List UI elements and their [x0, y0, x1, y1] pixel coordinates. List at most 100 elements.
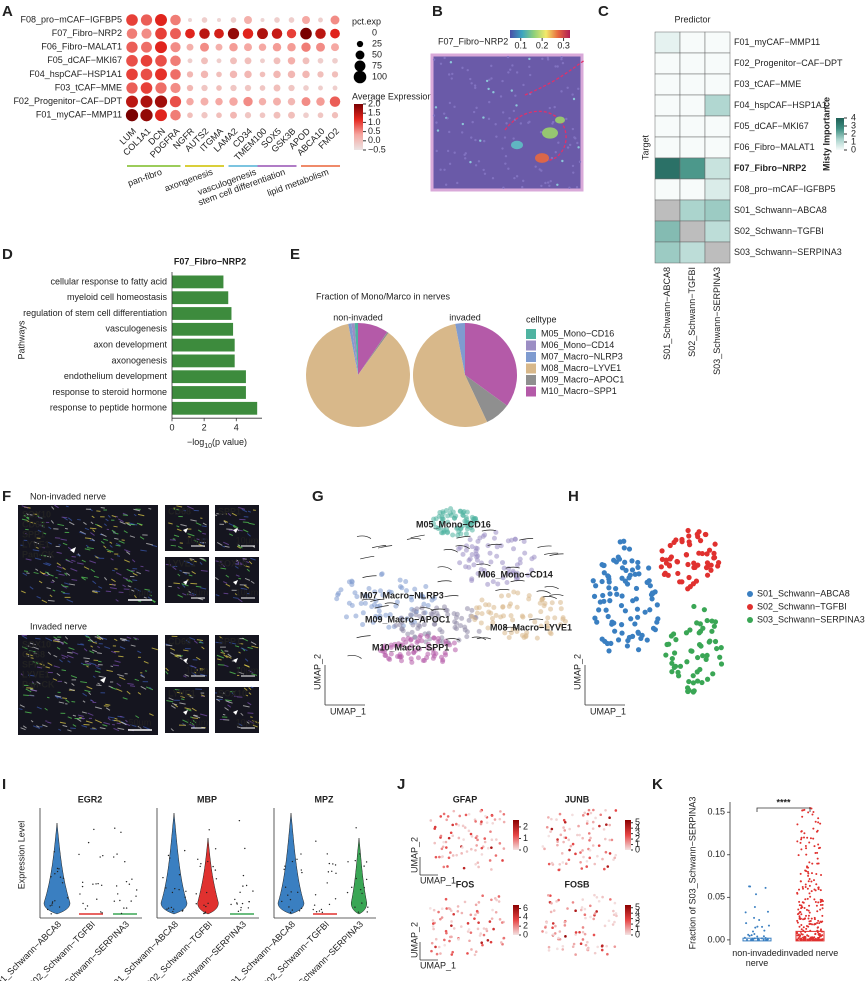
stain	[105, 703, 111, 706]
axis-title-part: (p value)	[212, 438, 247, 448]
stain	[165, 667, 169, 672]
stain	[46, 587, 51, 590]
cell	[532, 619, 538, 625]
point	[808, 904, 811, 907]
stain	[84, 527, 90, 531]
cell	[597, 899, 601, 903]
point	[801, 885, 804, 888]
stain	[87, 712, 94, 716]
stain	[23, 570, 29, 572]
point	[803, 832, 806, 835]
dot	[288, 17, 295, 23]
cell	[574, 909, 577, 913]
stain	[29, 521, 37, 525]
stain	[35, 637, 41, 640]
cell	[476, 838, 479, 842]
point	[300, 907, 303, 910]
stain	[214, 577, 219, 581]
cell	[589, 904, 592, 908]
stain	[215, 560, 222, 563]
velocity-arrow	[544, 586, 559, 590]
cell	[487, 550, 493, 556]
stain	[67, 729, 72, 732]
colorbar-label: 2	[851, 128, 856, 138]
cell	[438, 654, 444, 660]
dot	[317, 57, 324, 64]
cell	[578, 833, 581, 837]
cell	[473, 548, 479, 554]
stain	[54, 695, 59, 699]
spot	[540, 169, 543, 172]
point	[809, 895, 812, 898]
panel-label: B	[432, 3, 443, 20]
stain	[46, 696, 50, 699]
stain	[103, 705, 109, 707]
point	[808, 878, 811, 881]
point	[359, 853, 361, 855]
cell	[571, 901, 575, 904]
point	[804, 844, 807, 847]
stain	[90, 645, 94, 648]
point	[100, 911, 102, 913]
cell	[550, 817, 553, 821]
stain	[225, 700, 233, 704]
spot	[466, 68, 469, 72]
cell	[440, 847, 444, 851]
point	[354, 906, 356, 908]
panel-label: F	[2, 488, 11, 505]
bar	[172, 370, 246, 384]
colorbar-label: 0.0	[368, 135, 381, 145]
cell	[464, 509, 470, 515]
point	[820, 900, 823, 903]
point	[753, 905, 756, 908]
cell	[490, 579, 496, 585]
point	[123, 907, 125, 909]
point	[114, 827, 116, 829]
point	[810, 807, 813, 810]
cell	[370, 619, 376, 625]
stain	[50, 520, 54, 524]
cell	[545, 615, 551, 621]
axis-arrow	[419, 857, 438, 876]
stain	[248, 522, 255, 525]
stain	[217, 542, 223, 546]
colorbar-label: 6	[523, 903, 528, 913]
stain	[21, 518, 28, 521]
spot	[435, 149, 438, 153]
point	[247, 907, 250, 909]
cell	[451, 950, 454, 954]
dot	[331, 71, 339, 78]
cell	[446, 815, 450, 818]
stain	[183, 560, 191, 564]
cell	[483, 571, 489, 577]
point	[803, 938, 806, 941]
dot	[329, 96, 341, 107]
cell	[699, 550, 705, 557]
stain	[114, 537, 119, 540]
stain	[92, 580, 97, 585]
point	[762, 935, 765, 938]
cell	[471, 516, 477, 522]
point	[197, 858, 199, 860]
spot	[528, 65, 531, 68]
cell	[510, 617, 516, 623]
cell	[507, 570, 513, 576]
cell	[500, 921, 504, 924]
stain	[226, 528, 233, 531]
cell	[463, 564, 469, 570]
legend-swatch	[526, 340, 536, 351]
stain	[132, 572, 138, 576]
cell	[474, 950, 478, 954]
stain	[247, 702, 252, 706]
cell	[544, 620, 550, 626]
stain	[248, 670, 254, 674]
point	[82, 902, 84, 905]
cell	[704, 676, 711, 682]
stain	[232, 597, 239, 599]
spot	[572, 97, 576, 101]
point	[195, 893, 197, 895]
stain	[38, 580, 43, 584]
cell	[419, 593, 425, 599]
stain	[250, 580, 255, 584]
legend-label: M05_Mono−CD16	[541, 328, 614, 338]
